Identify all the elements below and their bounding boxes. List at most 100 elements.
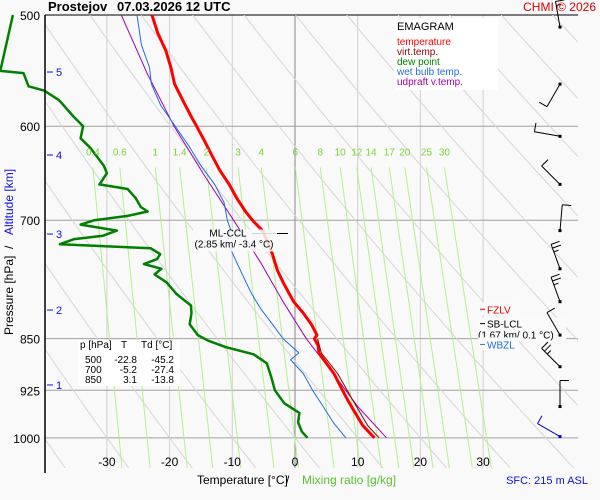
mixing-ratio-line: [425, 167, 473, 468]
legend-item-temperature: temperature: [397, 37, 451, 48]
datetime: 07.03.2026 12 UTC: [117, 0, 231, 14]
mixing-ratio-label: 6: [293, 147, 299, 158]
y-tick-label: 500: [20, 9, 40, 23]
x-axis-label-mixing-ratio: Mixing ratio [g/kg]: [302, 473, 396, 487]
altitude-tick-label: 3: [56, 229, 62, 241]
mixing-ratio-lines: [92, 167, 492, 468]
legend-title: EMAGRAM: [397, 21, 454, 33]
data-table: p [hPa] T Td [°C] 500 -22.8 -45.2 700 -5…: [78, 340, 180, 386]
wind-barb-shaft: [546, 312, 561, 336]
mixing-ratio-label: 30: [439, 147, 451, 158]
x-tick-label: -10: [224, 455, 242, 469]
wind-barb-flag: [550, 273, 560, 278]
dry-adiabat: [243, 15, 578, 407]
dry-adiabat: [449, 15, 578, 158]
fzlv-label-bg: [479, 302, 519, 316]
dry-adiabats: [45, 0, 600, 473]
ml-ccl-label: ML-CCL: [209, 228, 247, 239]
dry-adiabat: [581, 0, 600, 473]
mixing-ratio-label: 1: [152, 147, 158, 158]
mixing-ratio-line: [294, 167, 335, 468]
table-row: 850 3.1 -13.8: [85, 375, 174, 386]
table-header-p: p [hPa]: [80, 340, 112, 351]
dry-adiabat: [397, 15, 578, 217]
y-axis-label-group: Pressure [hPa] / Altitude [km]: [2, 169, 16, 335]
mixing-ratio-label: 4: [259, 147, 265, 158]
table-cell: -45.2: [151, 355, 174, 366]
y-tick-label: 600: [20, 120, 40, 134]
legend-item-virt-temp: virt.temp.: [397, 47, 438, 58]
mixing-ratio-line: [260, 167, 299, 468]
altitude-tick-label: 2: [56, 305, 62, 317]
wind-barb-flag: [550, 240, 560, 245]
wind-barb-shaft: [541, 347, 561, 368]
wind-barb-shaft: [550, 277, 561, 302]
wind-barb-flag: [541, 341, 549, 349]
wind-barb-half-flag: [546, 350, 552, 355]
dry-adiabat: [294, 15, 578, 342]
surface-elevation: SFC: 215 m ASL: [506, 475, 588, 487]
series-dew-point-line: [0, 14, 309, 439]
wind-barb: [550, 273, 562, 304]
mixing-ratio-label: 0.4: [86, 147, 100, 158]
mixing-ratio-line: [205, 167, 242, 468]
y-axis-separator: /: [2, 245, 16, 249]
mixing-ratio-label: 3: [235, 147, 241, 158]
wind-barb-half-flag: [553, 249, 559, 253]
wind-barb-flag: [544, 344, 552, 352]
wind-barb-half-flag: [556, 4, 562, 6]
table-cell: -27.4: [151, 365, 174, 376]
wind-barb: [546, 307, 562, 337]
mixing-ratio-line: [370, 167, 415, 468]
wind-barb-flag: [562, 204, 572, 206]
altitude-tick-label: 1: [56, 380, 62, 392]
wind-barb-flag: [537, 415, 543, 424]
station-name: Prostejov: [48, 0, 108, 14]
legend-item-dew-point: dew point: [397, 57, 440, 68]
mixing-ratio-label: 14: [365, 147, 377, 158]
mixing-ratio-line: [443, 167, 492, 468]
mixing-ratio-line: [92, 167, 123, 468]
mixing-ratio-label: 20: [399, 147, 411, 158]
dry-adiabat: [89, 15, 448, 468]
x-axis-separator: /: [286, 473, 290, 487]
dry-adiabat: [45, 262, 193, 468]
dry-adiabat: [140, 15, 511, 468]
y-tick-label: 850: [20, 333, 40, 347]
table-cell: -13.8: [151, 375, 174, 386]
table-cell: -22.8: [114, 355, 137, 366]
wind-barb-flag: [538, 101, 548, 108]
table-cell: 3.1: [123, 375, 137, 386]
table-cell: 700: [85, 365, 102, 376]
legend-background: [394, 18, 498, 90]
y-tick-label: 1000: [13, 432, 40, 446]
fzlv-label: FZLV: [487, 305, 511, 316]
wind-barb-shaft: [559, 204, 563, 231]
wind-barbs: [533, 0, 572, 439]
mixing-ratio-label: 17: [384, 147, 396, 158]
table-row: 500 -22.8 -45.2: [85, 355, 174, 366]
table-header-td: Td [°C]: [141, 340, 172, 351]
wind-barb-flag: [555, 0, 565, 2]
wind-barb: [541, 341, 562, 369]
wind-barb: [533, 122, 562, 138]
mixing-ratio-line: [319, 167, 361, 468]
table-header-t: T: [121, 340, 127, 351]
copyright: CHMI © 2026: [523, 0, 596, 14]
x-tick-label: -30: [98, 455, 116, 469]
mixing-ratio-label: 2: [204, 147, 210, 158]
wind-barb: [541, 159, 562, 186]
mixing-ratio-line: [404, 167, 450, 468]
y-tick-label: 925: [20, 384, 40, 398]
mixing-ratio-label: 1.4: [173, 147, 187, 158]
legend-item-wet-bulb: wet bulb temp.: [396, 67, 462, 78]
mixing-ratio-line: [339, 167, 382, 468]
wind-barb-flag: [552, 277, 562, 282]
wind-barb: [550, 240, 562, 271]
mixing-ratio-label: 12: [351, 147, 363, 158]
table-row: 700 -5.2 -27.4: [85, 365, 174, 376]
table-background: [78, 340, 180, 386]
ml-ccl-label-bg: [193, 229, 277, 252]
series-temperature-line: [150, 14, 376, 439]
